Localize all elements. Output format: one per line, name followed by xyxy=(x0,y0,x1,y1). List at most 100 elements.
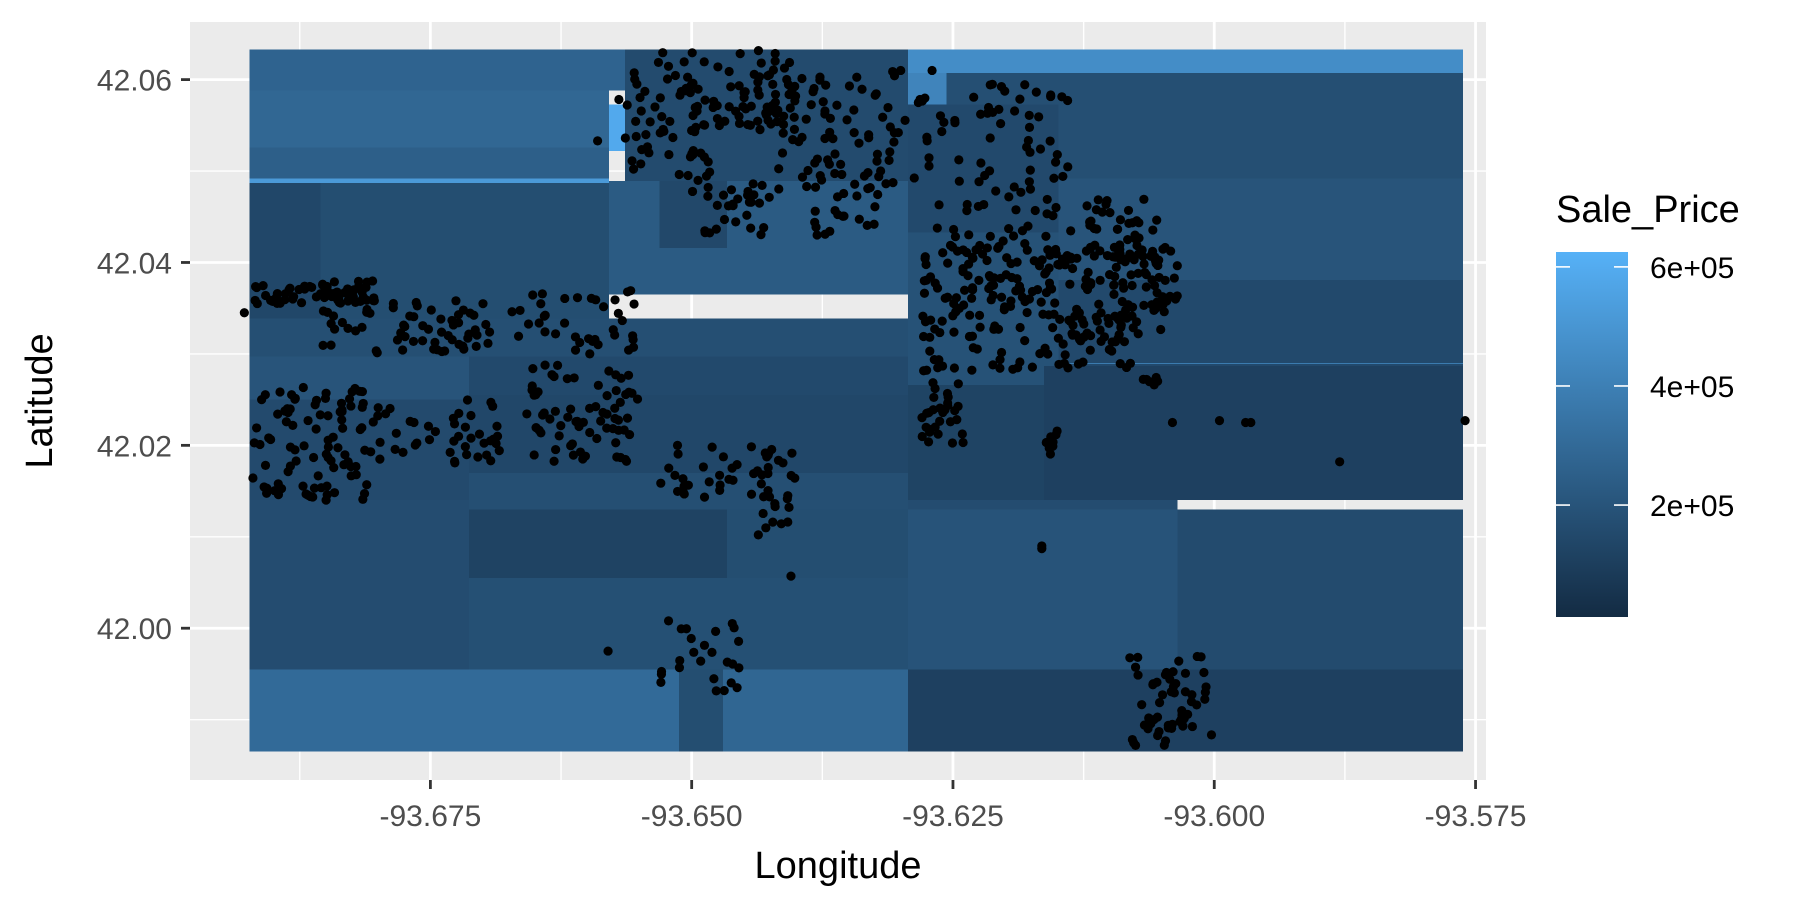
point-500 xyxy=(777,148,788,158)
point-287 xyxy=(474,429,485,439)
point-201 xyxy=(283,467,293,477)
point-249 xyxy=(248,473,258,483)
point-976 xyxy=(1092,316,1102,326)
point-1119 xyxy=(656,666,667,677)
point-1102 xyxy=(696,656,706,666)
point-510 xyxy=(857,84,867,94)
point-357 xyxy=(574,421,584,432)
point-969 xyxy=(1081,246,1092,256)
point-54 xyxy=(305,281,315,292)
point-93 xyxy=(484,327,495,337)
point-1055 xyxy=(756,479,766,489)
point-714 xyxy=(1004,192,1014,202)
point-1076 xyxy=(656,478,666,488)
point-1036 xyxy=(958,437,968,448)
point-674 xyxy=(1048,211,1058,221)
point-691 xyxy=(1025,184,1036,194)
point-692 xyxy=(1046,90,1056,100)
point-1116 xyxy=(722,657,732,667)
point-176 xyxy=(303,415,313,426)
point-437 xyxy=(768,79,778,89)
point-248 xyxy=(328,432,338,442)
point-492 xyxy=(753,77,763,87)
point-121 xyxy=(443,330,453,341)
point-251 xyxy=(357,402,367,412)
point-977 xyxy=(1089,251,1099,261)
point-279 xyxy=(449,436,459,446)
point-1084 xyxy=(678,474,688,484)
point-220 xyxy=(311,395,322,405)
point-891 xyxy=(1051,244,1061,255)
point-338 xyxy=(540,360,550,370)
point-554 xyxy=(832,100,842,110)
point-230 xyxy=(337,415,347,425)
point-516 xyxy=(803,165,813,176)
point-160 xyxy=(540,327,550,337)
point-496 xyxy=(778,128,788,138)
point-162 xyxy=(624,345,634,355)
point-918 xyxy=(1104,270,1115,280)
point-519 xyxy=(885,147,895,157)
point-117 xyxy=(515,305,525,316)
point-997 xyxy=(1118,278,1128,288)
point-468 xyxy=(754,90,764,100)
point-559 xyxy=(823,155,833,165)
point-564 xyxy=(883,102,893,113)
point-541 xyxy=(770,97,780,107)
point-1180 xyxy=(1179,714,1189,724)
point-458 xyxy=(726,82,736,92)
point-142 xyxy=(572,293,583,303)
point-239 xyxy=(351,461,361,472)
point-164 xyxy=(559,318,570,328)
point-131 xyxy=(613,308,623,318)
point-928 xyxy=(1134,218,1144,228)
point-931 xyxy=(1067,329,1077,339)
point-340 xyxy=(569,373,579,383)
surface-cell-22 xyxy=(469,395,909,473)
point-874 xyxy=(1058,339,1068,349)
point-1089 xyxy=(763,468,773,479)
point-753 xyxy=(986,281,996,291)
point-1118 xyxy=(719,686,729,696)
point-1123 xyxy=(734,663,744,673)
point-1042 xyxy=(922,408,932,418)
y-tick-label-0: 42.00 xyxy=(97,613,172,646)
point-545 xyxy=(812,154,823,164)
point-343 xyxy=(527,385,537,395)
point-126 xyxy=(453,310,464,320)
point-448 xyxy=(785,103,795,113)
point-594 xyxy=(718,190,729,200)
point-247 xyxy=(273,409,283,419)
point-612 xyxy=(873,189,883,200)
point-629 xyxy=(985,133,995,143)
point-869 xyxy=(938,248,948,258)
point-925 xyxy=(1113,224,1123,234)
point-570 xyxy=(687,186,698,197)
point-238 xyxy=(269,486,280,496)
point-488 xyxy=(761,110,771,120)
point-563 xyxy=(850,179,860,189)
surface-cell-16 xyxy=(946,363,1464,364)
point-544 xyxy=(854,138,864,148)
point-296 xyxy=(488,401,498,411)
point-646 xyxy=(974,177,984,187)
point-782 xyxy=(949,327,959,337)
point-60 xyxy=(483,338,493,348)
point-309 xyxy=(596,416,606,426)
point-565 xyxy=(693,175,703,186)
point-452 xyxy=(779,111,789,121)
point-739 xyxy=(1044,263,1054,273)
point-495 xyxy=(806,100,816,110)
point-99 xyxy=(329,324,340,334)
point-974 xyxy=(1072,304,1082,314)
point-393 xyxy=(635,92,645,103)
point-413 xyxy=(693,84,703,94)
point-101 xyxy=(507,307,517,317)
point-420 xyxy=(699,152,710,162)
point-575 xyxy=(711,224,721,234)
point-665 xyxy=(1049,173,1059,183)
point-400 xyxy=(699,57,709,67)
point-298 xyxy=(454,408,464,418)
point-614 xyxy=(802,181,812,192)
